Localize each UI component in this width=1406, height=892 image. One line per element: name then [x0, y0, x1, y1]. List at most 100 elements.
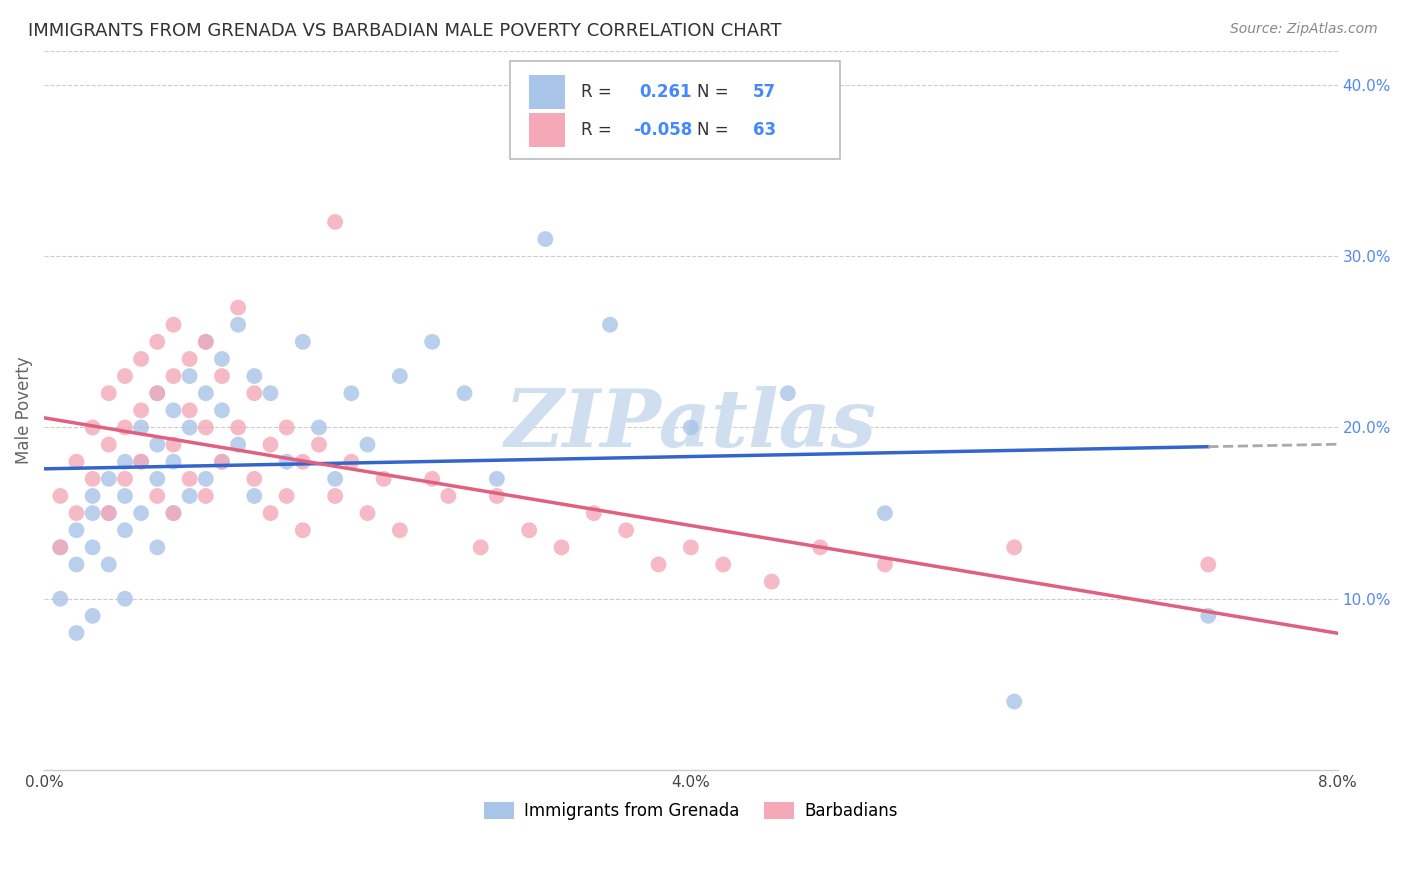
Point: [614, 523, 637, 537]
Point: [162, 403, 184, 417]
Point: [226, 437, 249, 451]
Point: [453, 386, 475, 401]
Point: [179, 489, 201, 503]
Point: [323, 489, 346, 503]
Point: [582, 506, 605, 520]
Point: [97, 472, 120, 486]
Point: [1197, 608, 1219, 623]
Point: [776, 386, 799, 401]
Point: [129, 455, 152, 469]
Point: [226, 318, 249, 332]
Point: [873, 558, 896, 572]
Point: [97, 437, 120, 451]
Point: [65, 626, 87, 640]
Point: [194, 472, 217, 486]
Point: [146, 541, 169, 555]
Point: [679, 541, 702, 555]
Point: [162, 506, 184, 520]
Text: -0.058: -0.058: [633, 120, 692, 139]
Point: [485, 472, 508, 486]
Point: [873, 506, 896, 520]
Point: [97, 558, 120, 572]
Point: [761, 574, 783, 589]
Text: IMMIGRANTS FROM GRENADA VS BARBADIAN MALE POVERTY CORRELATION CHART: IMMIGRANTS FROM GRENADA VS BARBADIAN MAL…: [28, 22, 782, 40]
Point: [420, 334, 443, 349]
Point: [97, 506, 120, 520]
Point: [356, 437, 378, 451]
Point: [194, 489, 217, 503]
Point: [114, 455, 136, 469]
Point: [226, 301, 249, 315]
Point: [276, 455, 298, 469]
Point: [679, 420, 702, 434]
Point: [114, 369, 136, 384]
Point: [146, 386, 169, 401]
Point: [243, 472, 266, 486]
Point: [146, 472, 169, 486]
Point: [179, 420, 201, 434]
Point: [517, 523, 540, 537]
Point: [162, 455, 184, 469]
Text: R =: R =: [581, 120, 617, 139]
Text: 0.261: 0.261: [640, 83, 692, 101]
Point: [129, 420, 152, 434]
Point: [114, 472, 136, 486]
Point: [179, 369, 201, 384]
Point: [82, 608, 104, 623]
Point: [276, 489, 298, 503]
Point: [323, 215, 346, 229]
Point: [97, 506, 120, 520]
Point: [711, 558, 734, 572]
Point: [1197, 558, 1219, 572]
Point: [114, 489, 136, 503]
Point: [129, 455, 152, 469]
Point: [146, 437, 169, 451]
Point: [388, 523, 411, 537]
Point: [194, 420, 217, 434]
Point: [291, 334, 314, 349]
Point: [49, 591, 72, 606]
Point: [146, 334, 169, 349]
Point: [211, 403, 233, 417]
Point: [534, 232, 557, 246]
Point: [114, 591, 136, 606]
Point: [550, 541, 572, 555]
Point: [259, 386, 281, 401]
Point: [146, 386, 169, 401]
Point: [437, 489, 460, 503]
Text: R =: R =: [581, 83, 617, 101]
Point: [291, 455, 314, 469]
Point: [259, 437, 281, 451]
Text: 63: 63: [754, 120, 776, 139]
Point: [162, 437, 184, 451]
Point: [162, 369, 184, 384]
Point: [179, 403, 201, 417]
Point: [243, 489, 266, 503]
Y-axis label: Male Poverty: Male Poverty: [15, 357, 32, 464]
Point: [162, 318, 184, 332]
Point: [65, 455, 87, 469]
Point: [243, 386, 266, 401]
Point: [194, 334, 217, 349]
Point: [129, 351, 152, 366]
Point: [49, 489, 72, 503]
Point: [599, 318, 621, 332]
Point: [420, 472, 443, 486]
Point: [97, 386, 120, 401]
Point: [470, 541, 492, 555]
Point: [211, 455, 233, 469]
Point: [647, 558, 669, 572]
Point: [808, 541, 831, 555]
Point: [82, 420, 104, 434]
Point: [243, 369, 266, 384]
Point: [291, 523, 314, 537]
FancyBboxPatch shape: [510, 62, 839, 159]
Point: [211, 351, 233, 366]
Point: [82, 472, 104, 486]
Point: [259, 506, 281, 520]
Text: Source: ZipAtlas.com: Source: ZipAtlas.com: [1230, 22, 1378, 37]
Point: [49, 541, 72, 555]
Legend: Immigrants from Grenada, Barbadians: Immigrants from Grenada, Barbadians: [477, 795, 904, 826]
Point: [388, 369, 411, 384]
Point: [340, 455, 363, 469]
